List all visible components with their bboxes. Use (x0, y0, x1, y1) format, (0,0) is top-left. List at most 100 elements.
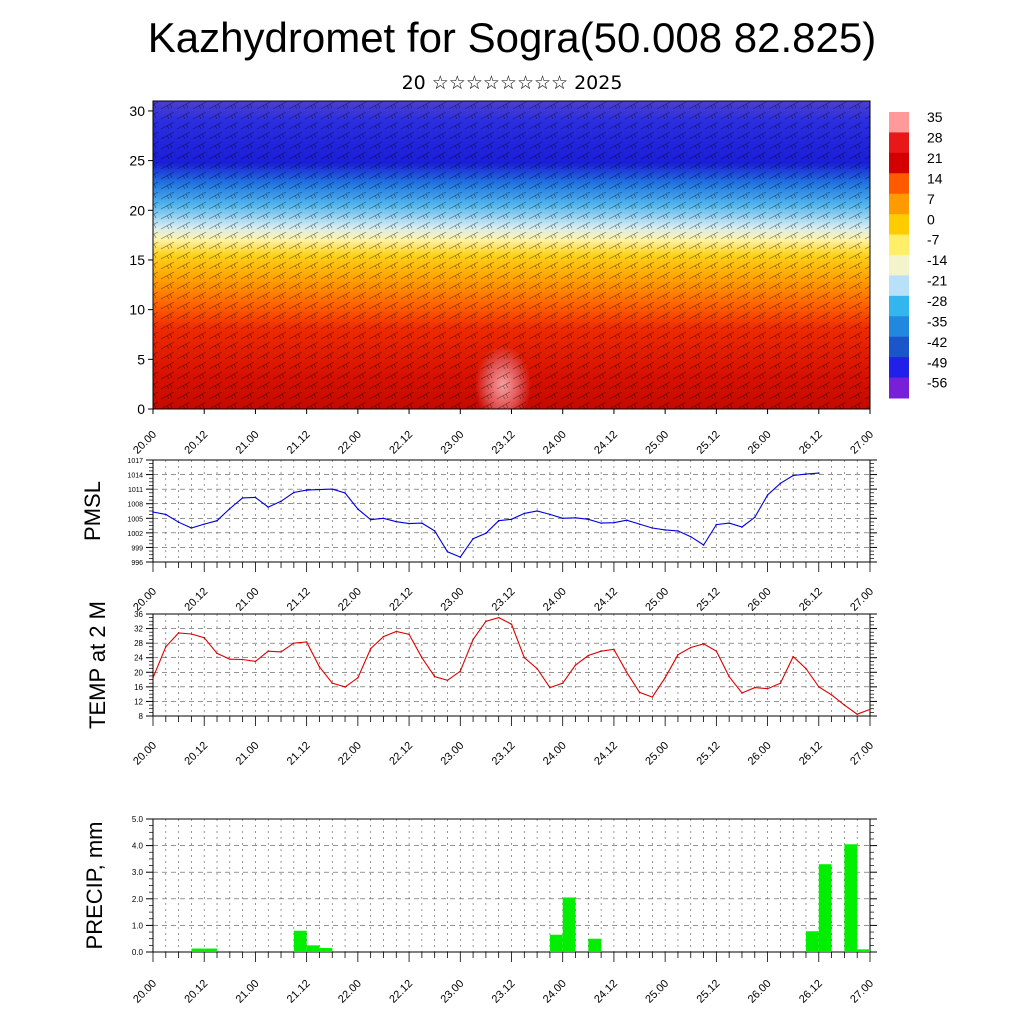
precip-bar (293, 930, 307, 952)
y-tick-label: 0 (137, 401, 145, 417)
x-tick-label: 21.00 (234, 978, 262, 1006)
y-tick-label: 12 (134, 697, 143, 706)
colorbar-swatch (889, 377, 909, 399)
y-tick-label: 1005 (127, 516, 143, 523)
data-point (357, 676, 359, 679)
data-point (344, 686, 346, 688)
y-tick-label: 30 (129, 103, 145, 119)
y-tick-label: 4.0 (132, 842, 144, 851)
colorbar-swatch (889, 193, 909, 215)
colorbar-swatch (889, 336, 909, 358)
x-tick-label: 21.00 (234, 429, 262, 457)
data-point (229, 658, 231, 660)
data-point (792, 655, 794, 658)
data-point (267, 650, 270, 652)
x-tick-label: 24.12 (592, 978, 620, 1006)
data-point (216, 652, 218, 655)
data-point (485, 532, 487, 535)
y-tick-label: 20 (134, 668, 143, 677)
y-tick-label: 20 (129, 202, 145, 218)
x-tick-label: 21.00 (234, 740, 262, 768)
y-axis-title: PMSL (80, 481, 105, 541)
precip-bar (306, 945, 320, 952)
y-tick-label: 999 (131, 545, 143, 552)
x-tick-label: 24.00 (541, 429, 569, 457)
data-point (792, 474, 794, 477)
y-axis-title: PRECIP, mm (82, 822, 107, 950)
data-point (241, 497, 244, 499)
data-point (331, 488, 334, 490)
data-point (677, 654, 679, 656)
data-point (549, 513, 551, 516)
y-tick-label: 16 (134, 683, 143, 692)
colorbar-label: -35 (927, 313, 947, 329)
data-point (625, 671, 628, 674)
y-tick-label: 15 (129, 252, 145, 268)
data-point (766, 494, 769, 496)
colorbar-label: -7 (927, 232, 940, 248)
data-point (165, 645, 167, 648)
y-tick-label: 3.0 (132, 868, 144, 877)
x-tick-label: 27.00 (848, 978, 876, 1006)
data-point (293, 491, 295, 494)
data-point (152, 676, 154, 679)
data-point (357, 508, 359, 510)
precip-bar (857, 949, 870, 952)
colorbar-swatch (889, 152, 909, 174)
data-point (805, 667, 807, 670)
colorbar-label: 35 (927, 109, 943, 125)
data-point (267, 506, 270, 508)
data-point (305, 641, 308, 643)
data-point (382, 517, 385, 520)
colorbar-label: 21 (927, 150, 943, 166)
x-tick-label: 27.00 (848, 429, 876, 457)
y-tick-label: 36 (134, 610, 143, 619)
y-tick-label: 5.0 (132, 815, 144, 824)
data-point (382, 635, 385, 638)
data-point (280, 500, 282, 503)
x-tick-label: 23.00 (438, 978, 466, 1006)
data-point (869, 708, 871, 711)
data-point (177, 632, 180, 634)
data-point (344, 492, 346, 494)
x-tick-label: 25.00 (643, 978, 671, 1006)
x-tick-label: 22.12 (387, 429, 415, 457)
data-point (651, 696, 654, 698)
data-point (805, 473, 807, 475)
data-point (190, 527, 193, 529)
data-point (395, 630, 398, 633)
data-point (421, 656, 423, 659)
x-tick-label: 20.00 (131, 429, 159, 457)
data-point (165, 513, 167, 516)
data-point (574, 517, 577, 519)
x-tick-label: 22.12 (387, 978, 415, 1006)
data-point (741, 526, 743, 528)
data-point (241, 658, 244, 661)
colorbar-swatch (889, 112, 909, 133)
wind-barbs (153, 101, 870, 409)
data-point (472, 638, 474, 641)
colorbar-swatch (889, 316, 909, 338)
colorbar-label: -42 (927, 334, 947, 350)
data-point (600, 650, 602, 652)
data-point (689, 646, 692, 649)
colorbar-label: 28 (927, 130, 943, 146)
data-point (613, 648, 615, 651)
data-point (856, 713, 858, 715)
x-tick-label: 21.12 (285, 429, 313, 457)
colorbar-swatch (889, 234, 909, 256)
x-tick-label: 20.12 (182, 586, 210, 614)
x-tick-label: 25.12 (695, 429, 723, 457)
data-point (152, 511, 154, 513)
precip-bar (588, 938, 602, 952)
data-point (536, 667, 538, 670)
precip-panel: 0.0 1.0 2.0 3.0 4.0 5.0 20.00 20.12 21.00 21.12 22… (82, 815, 877, 1006)
y-tick-label: 1.0 (132, 921, 144, 930)
data-point (254, 660, 257, 663)
x-tick-label: 25.00 (643, 429, 671, 457)
data-point (728, 522, 730, 524)
data-point (613, 521, 615, 524)
data-point (753, 516, 756, 519)
data-point (664, 676, 666, 679)
